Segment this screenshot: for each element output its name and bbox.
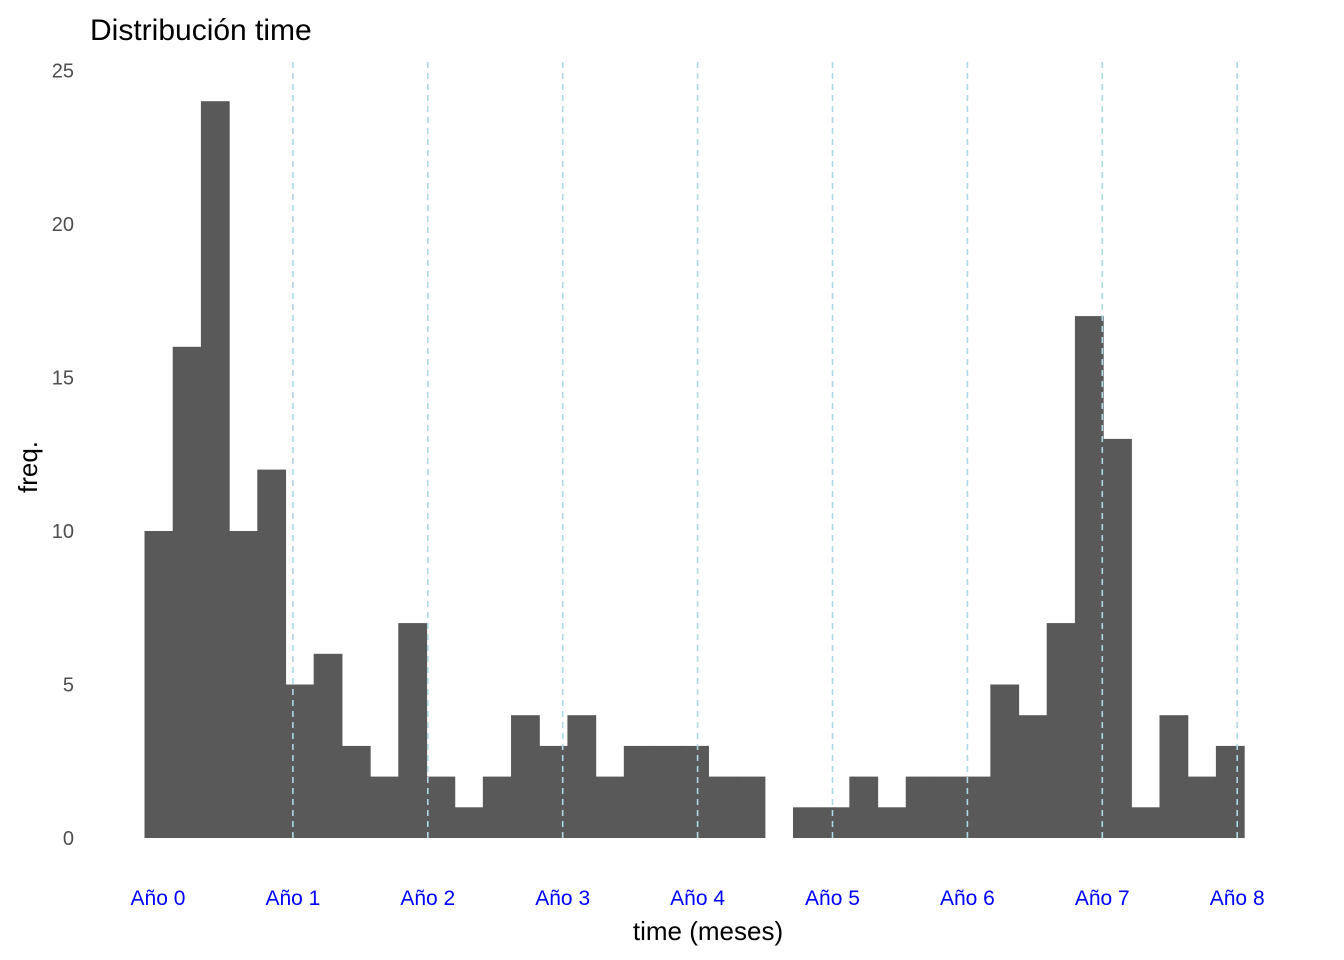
y-axis-title: freq. <box>13 441 43 493</box>
histogram-bar <box>849 776 879 838</box>
histogram-bar <box>567 715 597 838</box>
x-tick-label: Año 3 <box>535 887 590 910</box>
histogram-bar <box>511 715 540 838</box>
chart-title: Distribución time <box>90 14 312 47</box>
histogram-bar <box>962 776 991 838</box>
histogram-bar <box>877 807 907 838</box>
histogram-bar <box>426 776 456 838</box>
histogram-bar <box>144 531 174 838</box>
histogram-bar <box>792 807 822 838</box>
reference-lines-group <box>292 62 1238 838</box>
histogram-bar <box>1046 623 1076 838</box>
histogram-bar <box>341 745 371 838</box>
histogram-bar <box>1074 316 1104 839</box>
x-axis-ticks: Año 0 Año 1 Año 2 Año 3 Año 4 Año 5 Año 6 Año 7… <box>131 887 1265 910</box>
histogram-bar <box>398 623 428 838</box>
histogram-bar <box>990 684 1020 838</box>
y-tick-label: 15 <box>52 368 74 390</box>
histogram-bar <box>821 807 850 838</box>
histogram-bar <box>1215 745 1245 838</box>
histogram-bar <box>1018 715 1048 838</box>
histogram-bar <box>736 776 766 838</box>
y-tick-label: 25 <box>52 61 74 83</box>
bars-group <box>144 101 1245 839</box>
x-tick-label: Año 4 <box>670 887 725 910</box>
x-tick-label: Año 6 <box>940 887 995 910</box>
histogram-bar <box>905 776 935 838</box>
histogram-bar <box>172 346 202 838</box>
histogram-bar <box>285 684 315 838</box>
x-tick-label: Año 5 <box>805 887 860 910</box>
y-axis-ticks: 0 5 10 15 20 25 <box>52 61 74 851</box>
x-tick-label: Año 7 <box>1075 887 1130 910</box>
histogram-bar <box>454 807 484 838</box>
x-axis-title: time (meses) <box>633 916 783 946</box>
histogram-bar <box>933 776 963 838</box>
histogram-bar <box>1187 776 1217 838</box>
histogram-bar <box>370 776 399 838</box>
y-tick-label: 20 <box>52 214 74 236</box>
histogram-bar <box>708 776 738 838</box>
histogram-bar <box>595 776 625 838</box>
histogram-bar <box>229 531 258 838</box>
x-tick-label: Año 2 <box>400 887 455 910</box>
histogram-bar <box>1131 807 1161 838</box>
histogram-bar <box>482 776 512 838</box>
histogram-bar <box>1159 715 1189 838</box>
y-tick-label: 10 <box>52 521 74 543</box>
x-tick-label: Año 0 <box>131 887 186 910</box>
histogram-bar <box>1103 438 1132 838</box>
x-tick-label: Año 1 <box>265 887 320 910</box>
histogram-bar <box>652 745 681 838</box>
y-tick-label: 5 <box>63 675 74 697</box>
histogram-bar <box>680 745 709 838</box>
histogram-bar <box>539 745 569 838</box>
x-tick-label: Año 8 <box>1210 887 1265 910</box>
histogram-bar <box>623 745 653 838</box>
y-tick-label: 0 <box>63 828 74 850</box>
histogram-bar <box>200 101 230 838</box>
histogram-bar <box>257 469 287 838</box>
histogram-bar <box>313 653 343 838</box>
